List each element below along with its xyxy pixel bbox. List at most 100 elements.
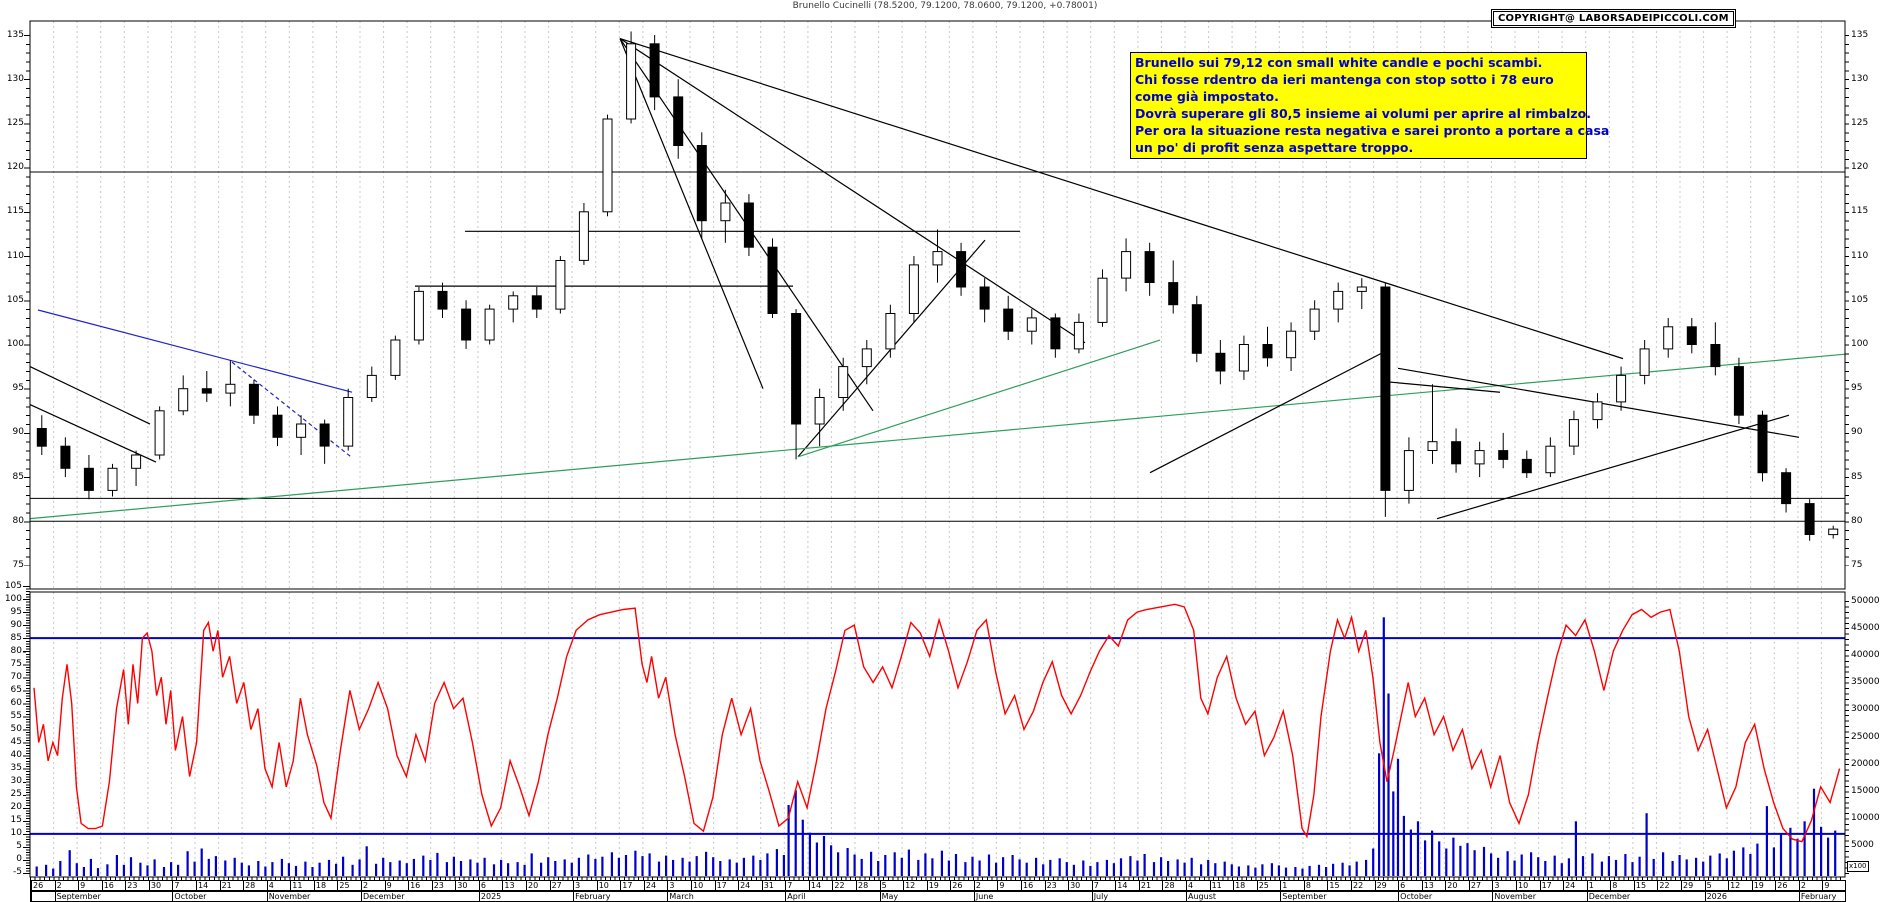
volume-bar: [907, 849, 910, 876]
price-tick-label-left: 125: [6, 117, 24, 128]
x-axis-week-row: 26 2 9 16 23 30 7 14 21 28 4 11 18 25 2 9 16 23 30 6 13 20 27 3…: [30, 880, 1846, 891]
price-tick-label-left: 90: [12, 427, 24, 438]
volume-bar: [1270, 863, 1273, 876]
candle-up: [1616, 374, 1627, 403]
candle-down: [767, 246, 778, 314]
volume-bar: [1638, 856, 1641, 876]
volume-bar: [207, 858, 210, 876]
volume-bar: [648, 853, 651, 876]
week-label: 15: [1327, 881, 1351, 890]
month-label: [31, 892, 55, 901]
volume-bar: [1372, 848, 1375, 876]
volume-tick-label: 35000: [1851, 677, 1880, 688]
week-label: 4: [1186, 881, 1210, 890]
week-label: 1: [1586, 881, 1611, 890]
volume-bar: [139, 862, 142, 876]
analyst-note-line: Brunello sui 79,12 con small white candl…: [1135, 55, 1543, 70]
volume-tick-label: 15000: [1851, 785, 1880, 796]
volume-bar: [1176, 859, 1179, 876]
analyst-note-line: Chi fosse rdentro da ieri mantenga con s…: [1135, 71, 1554, 87]
week-label: 29: [1681, 881, 1705, 890]
month-label: July: [1091, 892, 1186, 901]
price-tick-label-left: 110: [6, 250, 24, 261]
volume-bar: [1294, 867, 1297, 876]
volume-bar: [247, 865, 250, 876]
week-label: 8: [1610, 881, 1634, 890]
volume-bar: [1827, 837, 1830, 876]
trendline: [619, 38, 1086, 344]
volume-bar: [382, 857, 385, 876]
volume-bar: [837, 852, 840, 876]
candle-up: [814, 397, 825, 425]
volume-bar: [940, 850, 943, 876]
candle-up: [1073, 321, 1084, 350]
week-label: 26: [950, 881, 974, 890]
volume-bar: [1230, 864, 1233, 876]
week-label: 14: [808, 881, 833, 890]
volume-bar: [358, 859, 361, 876]
week-label: 4: [266, 881, 291, 890]
week-label: 24: [1563, 881, 1587, 890]
month-label: 2025: [478, 892, 573, 901]
volume-bar: [1820, 826, 1823, 876]
candle-up: [225, 383, 236, 394]
candle-up: [390, 339, 401, 376]
volume-bar: [318, 862, 321, 876]
candle-down: [1380, 286, 1391, 491]
volume-bar: [1796, 838, 1799, 876]
week-label: 30: [455, 881, 479, 890]
candle-down: [531, 295, 542, 310]
volume-bar: [1223, 861, 1226, 876]
volume-bar: [1652, 858, 1655, 876]
volume-bar: [500, 859, 503, 876]
volume-bar: [146, 865, 149, 876]
candle-down: [36, 428, 47, 447]
candle-down: [437, 290, 448, 310]
volume-bar: [801, 819, 804, 876]
oscillator-tick-label: 105: [4, 580, 22, 591]
volume-bar: [665, 855, 668, 876]
volume-bar: [1631, 862, 1634, 876]
week-label: 29: [1374, 881, 1399, 890]
price-tick-label-right: 75: [1851, 560, 1863, 571]
volume-bar: [1772, 847, 1775, 876]
volume-bar: [1096, 862, 1099, 876]
volume-bar: [1190, 857, 1193, 876]
week-label: 27: [1468, 881, 1493, 890]
volume-bar: [1520, 854, 1523, 876]
price-tick-label-right: 120: [1851, 162, 1869, 173]
candle-down: [743, 202, 754, 248]
candle-down: [461, 308, 472, 341]
oscillator-tick-label: 25: [10, 789, 22, 800]
week-label: 5: [879, 881, 904, 890]
week-label: 14: [1115, 881, 1139, 890]
price-tick-label-right: 80: [1851, 515, 1863, 526]
candle-down: [956, 251, 967, 288]
week-label: 10: [1516, 881, 1540, 890]
analyst-note-box: Brunello sui 79,12 con small white candl…: [1130, 52, 1609, 160]
candle-up: [555, 260, 566, 310]
volume-bar: [1402, 815, 1405, 876]
volume-bar: [1497, 857, 1500, 876]
oscillator-tick-label: 60: [10, 697, 22, 708]
candle-up: [1592, 401, 1603, 421]
week-label: 26: [31, 881, 55, 890]
month-label: October: [1398, 892, 1492, 901]
week-label: 11: [290, 881, 314, 890]
week-label: 30: [1068, 881, 1092, 890]
volume-bar: [469, 859, 472, 876]
volume-bar: [1200, 864, 1203, 876]
volume-bar: [1553, 855, 1556, 876]
week-label: 9: [997, 881, 1021, 890]
volume-bar: [1662, 852, 1665, 876]
trendline: [29, 366, 151, 425]
volume-bar: [893, 852, 896, 876]
month-label: June: [973, 892, 1092, 901]
week-label: 19: [1751, 881, 1776, 890]
volume-bar: [1396, 758, 1400, 876]
price-minor-ticks-right: [1845, 35, 1849, 566]
oscillator-tick-label: 100: [4, 593, 22, 604]
oscillator-tick-label: 80: [10, 645, 22, 656]
price-tick-label-left: 120: [6, 162, 24, 173]
volume-bar: [815, 842, 818, 876]
